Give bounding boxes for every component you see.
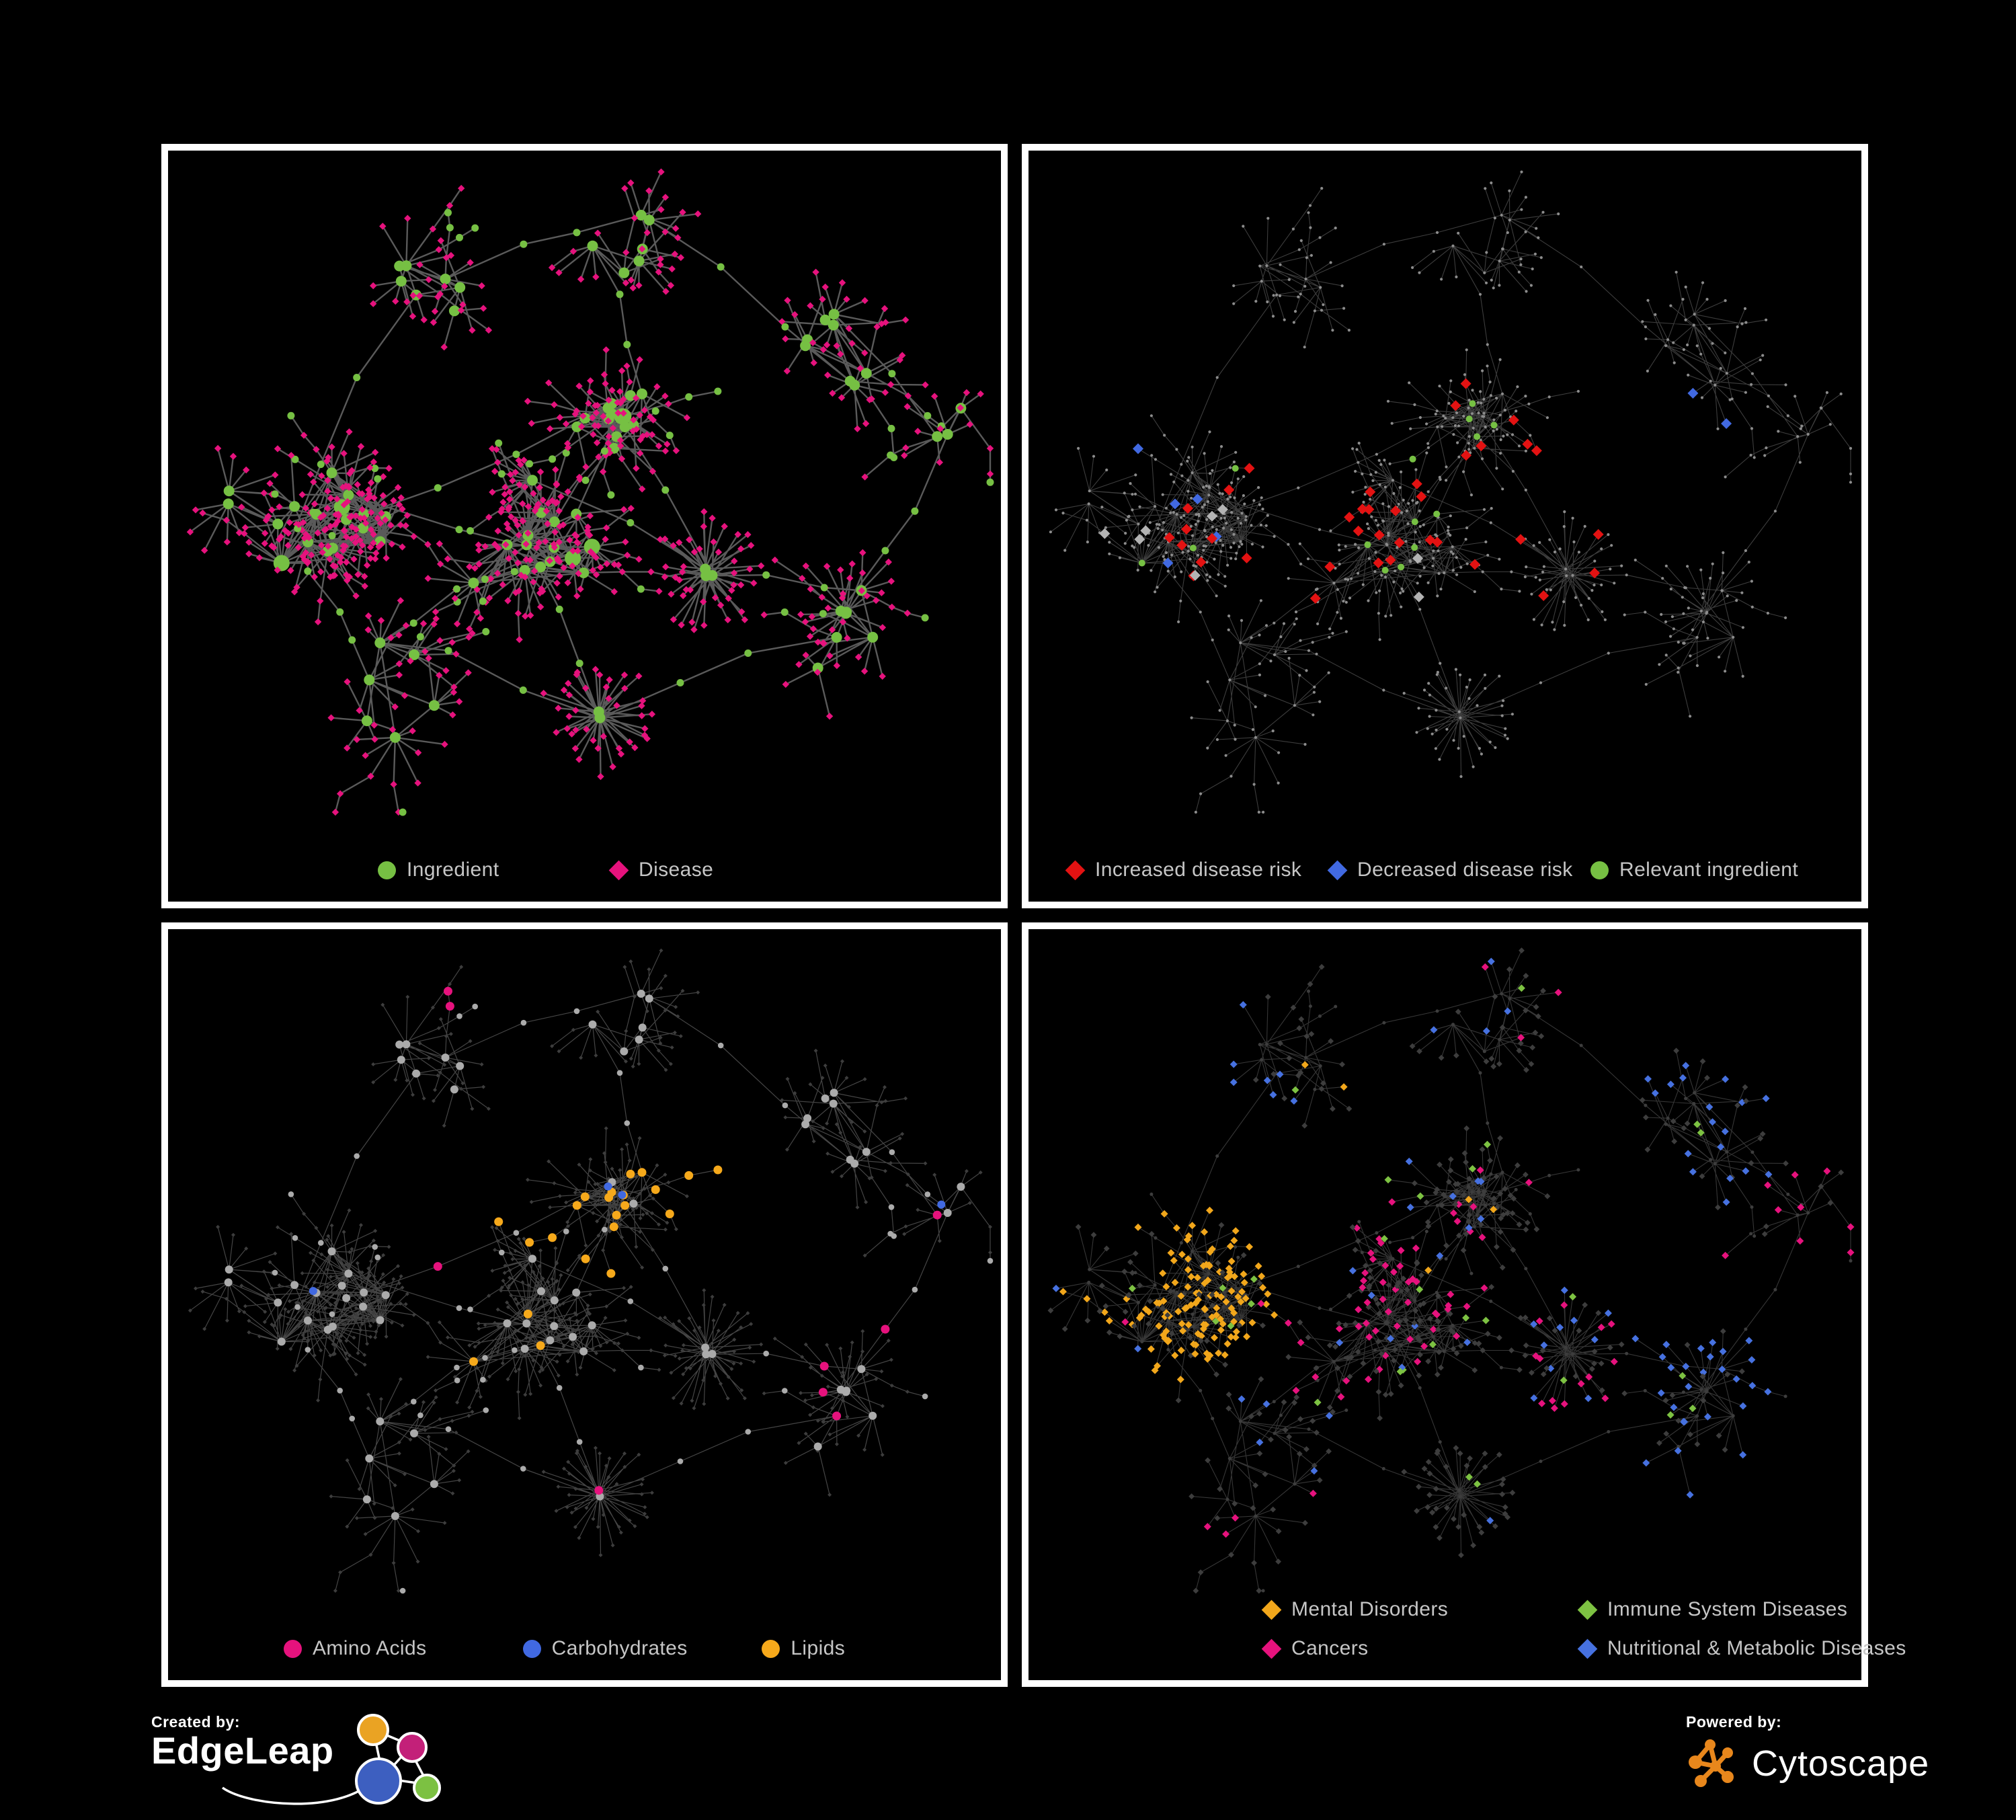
legend-item-label: Mental Disorders: [1291, 1598, 1449, 1620]
cytoscape-logo-icon: [1689, 1739, 1734, 1787]
network-svg-disease-categories: [1047, 947, 1855, 1594]
panel-ingredient-classes: Amino Acids Carbohydrates Lipids: [161, 922, 1008, 1687]
legend-item-relevant-ingredient: Relevant ingredient: [1590, 859, 1853, 881]
network-svg-disease-risk: [1049, 170, 1853, 814]
edgeleap-swoosh: [221, 1782, 371, 1805]
legend-item-label: Lipids: [791, 1637, 846, 1659]
legend-item-label: Ingredient: [407, 859, 499, 881]
nodes-layer: [1049, 170, 1853, 814]
legend-item-label: Carbohydrates: [551, 1637, 688, 1659]
panel-node-types: Ingredient Disease: [161, 144, 1008, 908]
legend-item-label: Immune System Diseases: [1607, 1598, 1848, 1620]
legend-item-mental-disorders: Mental Disorders: [1261, 1598, 1578, 1621]
legend-item-label: Decreased disease risk: [1357, 859, 1573, 881]
legend-item-increased-disease-risk: Increased disease risk: [1065, 859, 1328, 881]
panel-disease-categories: Mental Disorders Immune System Diseases Ca…: [1022, 922, 1906, 1687]
nodes-layer: [1087, 989, 1853, 1593]
legend-item-carbohydrates: Carbohydrates: [522, 1637, 762, 1660]
legend-node-types: Ingredient Disease: [168, 859, 1001, 881]
circle-marker-icon: [762, 1639, 780, 1658]
diamond-marker-icon: [1327, 860, 1348, 880]
legend-item-nutritional-metabolic-diseases: Nutritional & Metabolic Diseases: [1577, 1637, 1906, 1660]
legend-item-label: Disease: [639, 859, 714, 881]
cytoscape-wordmark: Cytoscape: [1752, 1743, 1930, 1784]
legend-item-amino-acids: Amino Acids: [284, 1637, 523, 1660]
legend-item-lipids: Lipids: [762, 1637, 1001, 1660]
powered-by-label: Powered by:: [1686, 1713, 1782, 1731]
diamond-marker-icon: [1261, 1599, 1282, 1620]
legend-item-immune-system-diseases: Immune System Diseases: [1577, 1598, 1906, 1621]
highlight-nodes-layer: [1099, 378, 1732, 604]
diamond-marker-icon: [1065, 860, 1086, 880]
legend-item-label: Amino Acids: [313, 1637, 427, 1659]
legend-item-decreased-disease-risk: Decreased disease risk: [1327, 859, 1590, 881]
edges-layer: [1050, 171, 1851, 813]
legend-disease-risk: Increased disease risk Decreased disease …: [1029, 859, 1861, 881]
diamond-marker-icon: [1577, 1638, 1598, 1659]
edges-layer: [190, 950, 991, 1591]
legend-item-label: Relevant ingredient: [1619, 859, 1799, 881]
created-by-label: Created by:: [151, 1713, 241, 1731]
legend-disease-categories: Mental Disorders Immune System Diseases Ca…: [1029, 1598, 1906, 1660]
circle-marker-icon: [1590, 861, 1609, 879]
legend-item-cancers: Cancers: [1261, 1637, 1578, 1660]
circle-marker-icon: [522, 1639, 541, 1658]
edges-layer: [190, 171, 992, 814]
edgeleap-logo-icon: [221, 1714, 441, 1805]
legend-item-disease: Disease: [608, 859, 842, 881]
legend-item-label: Nutritional & Metabolic Diseases: [1607, 1637, 1906, 1659]
legend-item-label: Cancers: [1291, 1637, 1369, 1659]
network-svg-ingredient-classes: [188, 948, 994, 1594]
edgeleap-wordmark: EdgeLeap: [151, 1729, 334, 1772]
circle-marker-icon: [284, 1639, 302, 1658]
cytoscape-branding: Powered by: Cytoscape: [1686, 1713, 1968, 1807]
legend-item-ingredient: Ingredient: [378, 859, 610, 881]
highlight-nodes-layer: [224, 986, 994, 1594]
legend-item-label: Increased disease risk: [1095, 859, 1302, 881]
diamond-marker-icon: [1577, 1599, 1598, 1620]
network-svg-node-types: [186, 168, 994, 816]
panel-disease-risk: Increased disease risk Decreased disease …: [1022, 144, 1868, 908]
edges-layer: [1050, 950, 1851, 1591]
diamond-marker-icon: [1261, 1638, 1282, 1659]
diamond-marker-icon: [608, 860, 629, 880]
edgeleap-branding: Created by: EdgeLeap: [151, 1713, 441, 1820]
legend-ingredient-classes: Amino Acids Carbohydrates Lipids: [168, 1637, 1001, 1660]
nodes-layer: [188, 948, 992, 1593]
circle-marker-icon: [378, 861, 396, 879]
